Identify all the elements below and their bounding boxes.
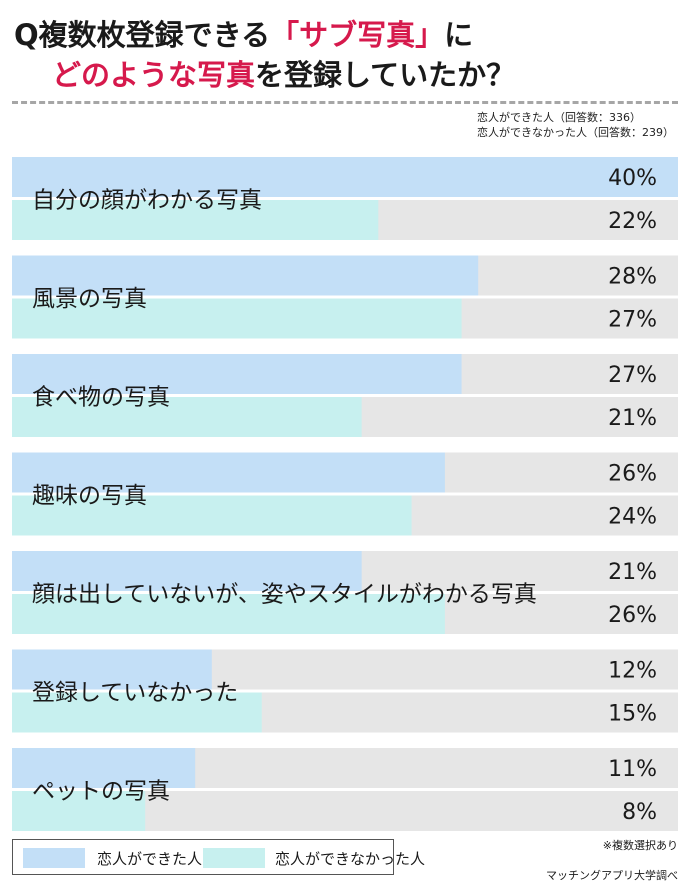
data-label: 15%: [608, 702, 657, 727]
legend-swatch-series1: [23, 848, 85, 868]
data-label: 27%: [608, 308, 657, 333]
bar-series2: [12, 594, 445, 634]
bar-series2: [12, 298, 462, 339]
data-label: 12%: [608, 659, 657, 684]
legend-label-series2: 恋人ができなかった人: [275, 850, 426, 868]
title-divider: [12, 101, 678, 104]
data-label: 8%: [622, 800, 657, 825]
source-credit: マッチングアプリ大学調べ: [546, 869, 678, 882]
multiple-choice-note: ※複数選択あり: [602, 839, 678, 852]
respondent-count-series2: 恋人ができなかった人（回答数：239）: [477, 126, 674, 139]
title-suffix: に: [444, 18, 474, 52]
category-label: ペットの写真: [32, 779, 170, 805]
category-label: 趣味の写真: [32, 483, 147, 509]
data-label: 21%: [608, 406, 657, 431]
data-label: 21%: [608, 560, 657, 585]
bar-series1: [12, 649, 212, 690]
bar-series1: [12, 551, 362, 591]
bar-series2: [12, 397, 362, 437]
data-label: 28%: [608, 265, 657, 290]
data-label: 11%: [608, 757, 657, 782]
respondent-counts: 恋人ができた人（回答数：336） 恋人ができなかった人（回答数：239）: [477, 110, 674, 140]
legend: 恋人ができた人 恋人ができなかった人: [12, 839, 425, 875]
data-label: 27%: [608, 363, 657, 388]
bar-series1: [12, 354, 462, 394]
title-accent: 「サブ写真」: [270, 18, 445, 52]
bar-series2: [12, 200, 379, 240]
title-prefix: Q複数枚登録できる: [14, 18, 271, 52]
bar-series1: [12, 157, 678, 197]
bar-series2: [12, 495, 412, 536]
data-label: 26%: [608, 462, 657, 487]
title-accent-2: どのような写真: [52, 58, 256, 92]
legend-swatch-series2: [203, 848, 265, 868]
bar-series1: [12, 748, 196, 788]
data-label: 40%: [608, 166, 657, 191]
chart-title-line-1: Q複数枚登録できる「サブ写真」に: [14, 12, 473, 54]
bar-series2: [12, 692, 262, 733]
category-label: 食べ物の写真: [32, 385, 170, 411]
legend-label-series1: 恋人ができた人: [97, 850, 203, 868]
data-label: 22%: [608, 209, 657, 234]
data-label: 26%: [608, 603, 657, 628]
category-label: 風景の写真: [32, 286, 147, 312]
chart-title-line-2: どのような写真を登録していたか？: [52, 52, 515, 94]
category-label: 顔は出していないが、姿やスタイルがわかる写真: [32, 582, 537, 608]
data-label: 24%: [608, 505, 657, 530]
bar-series1: [12, 452, 445, 493]
title-suffix-2: を登録していたか？: [255, 58, 516, 92]
respondent-count-series1: 恋人ができた人（回答数：336）: [477, 111, 641, 124]
category-label: 登録していなかった: [32, 680, 238, 706]
bar-series2: [12, 791, 146, 831]
category-label: 自分の顔がわかる写真: [32, 188, 262, 214]
bar-series1: [12, 255, 479, 296]
